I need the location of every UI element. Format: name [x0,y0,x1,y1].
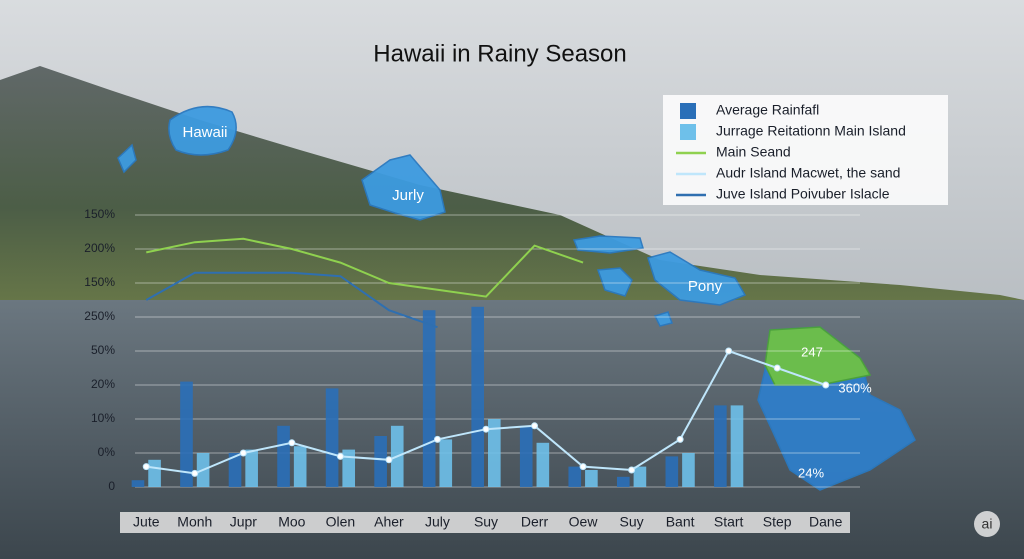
bar [585,470,598,487]
line [146,237,584,298]
legend-box [663,95,948,205]
line-marker [531,422,539,430]
island [572,235,644,254]
bar [616,476,630,487]
bar [730,405,744,487]
bar [568,466,582,487]
bar [293,446,307,487]
annotation: Pony [688,278,723,295]
x-tick-label: Olen [326,514,356,530]
bar [536,442,550,487]
x-tick-label: Aher [374,514,404,530]
island [117,143,137,174]
y-tick-label: 250% [84,309,115,323]
legend-swatch [680,124,696,140]
x-tick-label: Start [714,514,744,530]
x-tick-label: Jupr [230,514,258,530]
y-tick-label: 150% [84,275,115,289]
bar [277,425,290,487]
y-tick-label: 50% [91,343,115,357]
island [361,154,446,221]
bar [374,436,387,487]
legend-label: Main Seand [716,144,791,160]
annotation: Jurly [392,187,424,204]
bar [665,456,679,487]
bar [245,449,258,487]
annotation: 247 [801,344,823,359]
annotation: 360% [838,380,872,395]
y-tick-label: 20% [91,377,115,391]
annotation: 24% [798,465,824,480]
x-tick-label: July [425,514,450,530]
line-marker [288,439,296,447]
bar [682,453,695,487]
line-marker [822,381,830,389]
x-tick-label: Dane [809,514,843,530]
x-tick-label: Suy [620,514,644,530]
x-tick-label: Derr [521,514,549,530]
islands [117,105,916,491]
legend: Average Rainfafl Jurrage Reitationn Main … [663,95,948,205]
y-tick-label: 10% [91,411,115,425]
line-marker [191,469,199,477]
line-marker [482,425,490,433]
legend-label: Juve Island Poivuber Islacle [716,186,890,202]
y-tick-label: 0% [98,445,116,459]
line-marker [239,449,247,457]
line-marker [142,463,150,471]
annotation: Hawaii [182,124,227,141]
bar [471,306,484,487]
line [145,271,438,329]
y-tick-label: 0 [108,479,115,493]
bar [519,425,533,487]
bar [488,419,501,487]
island [647,251,747,306]
badge-bg [974,511,1000,537]
line-marker [676,435,684,443]
mountains [0,66,1024,302]
x-tick-label: Monh [177,514,212,530]
bar [325,388,339,487]
x-tick-label: Suy [474,514,498,530]
x-tick-label: Bant [666,514,695,530]
chart-title: Hawaii in Rainy Season [373,40,626,67]
x-tick-label: Moo [278,514,305,530]
bar [342,449,356,487]
line-marker [773,364,781,372]
line-marker [579,463,587,471]
y-tick-label: 150% [84,207,115,221]
island [653,311,673,327]
island [168,105,237,156]
line-marker [433,435,441,443]
legend-label: Average Rainfafl [716,102,819,118]
badge: ai [982,516,993,532]
line-marker [385,456,393,464]
x-tick-label: Oew [569,514,599,530]
legend-label: Jurrage Reitationn Main Island [716,123,906,139]
y-tick-label: 200% [84,241,115,255]
island [596,267,633,297]
line-marker [725,347,733,355]
island-zone [764,326,872,386]
legend-swatch [680,103,696,119]
bar [148,459,161,487]
bar [228,453,242,487]
x-tick-label: Jute [133,514,160,530]
bar [131,480,145,487]
legend-label: Audr Island Macwet, the sand [716,165,900,181]
bar [633,466,647,487]
x-axis-band [120,512,850,533]
line-marker [336,452,344,460]
bar [180,381,193,487]
line-marker [628,466,636,474]
bar [422,310,436,487]
bar [439,439,453,487]
bar [714,405,727,487]
x-tick-label: Step [763,514,792,530]
